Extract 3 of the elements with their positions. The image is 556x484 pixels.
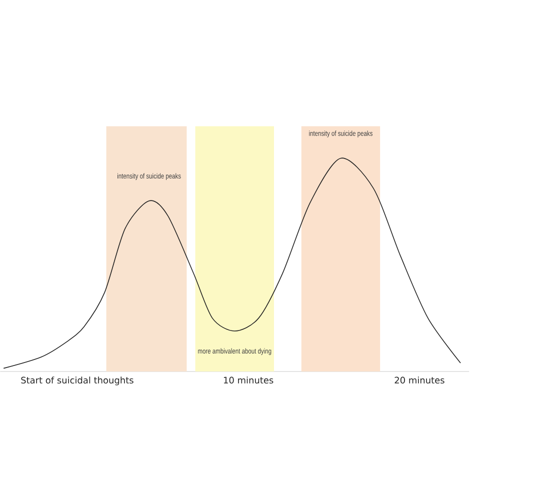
x-tick-label: 10 minutes [224,376,274,384]
x-tick-label: Start of suicidal thoughts [21,376,134,386]
x-tick-label: 20 minutes [394,376,444,384]
